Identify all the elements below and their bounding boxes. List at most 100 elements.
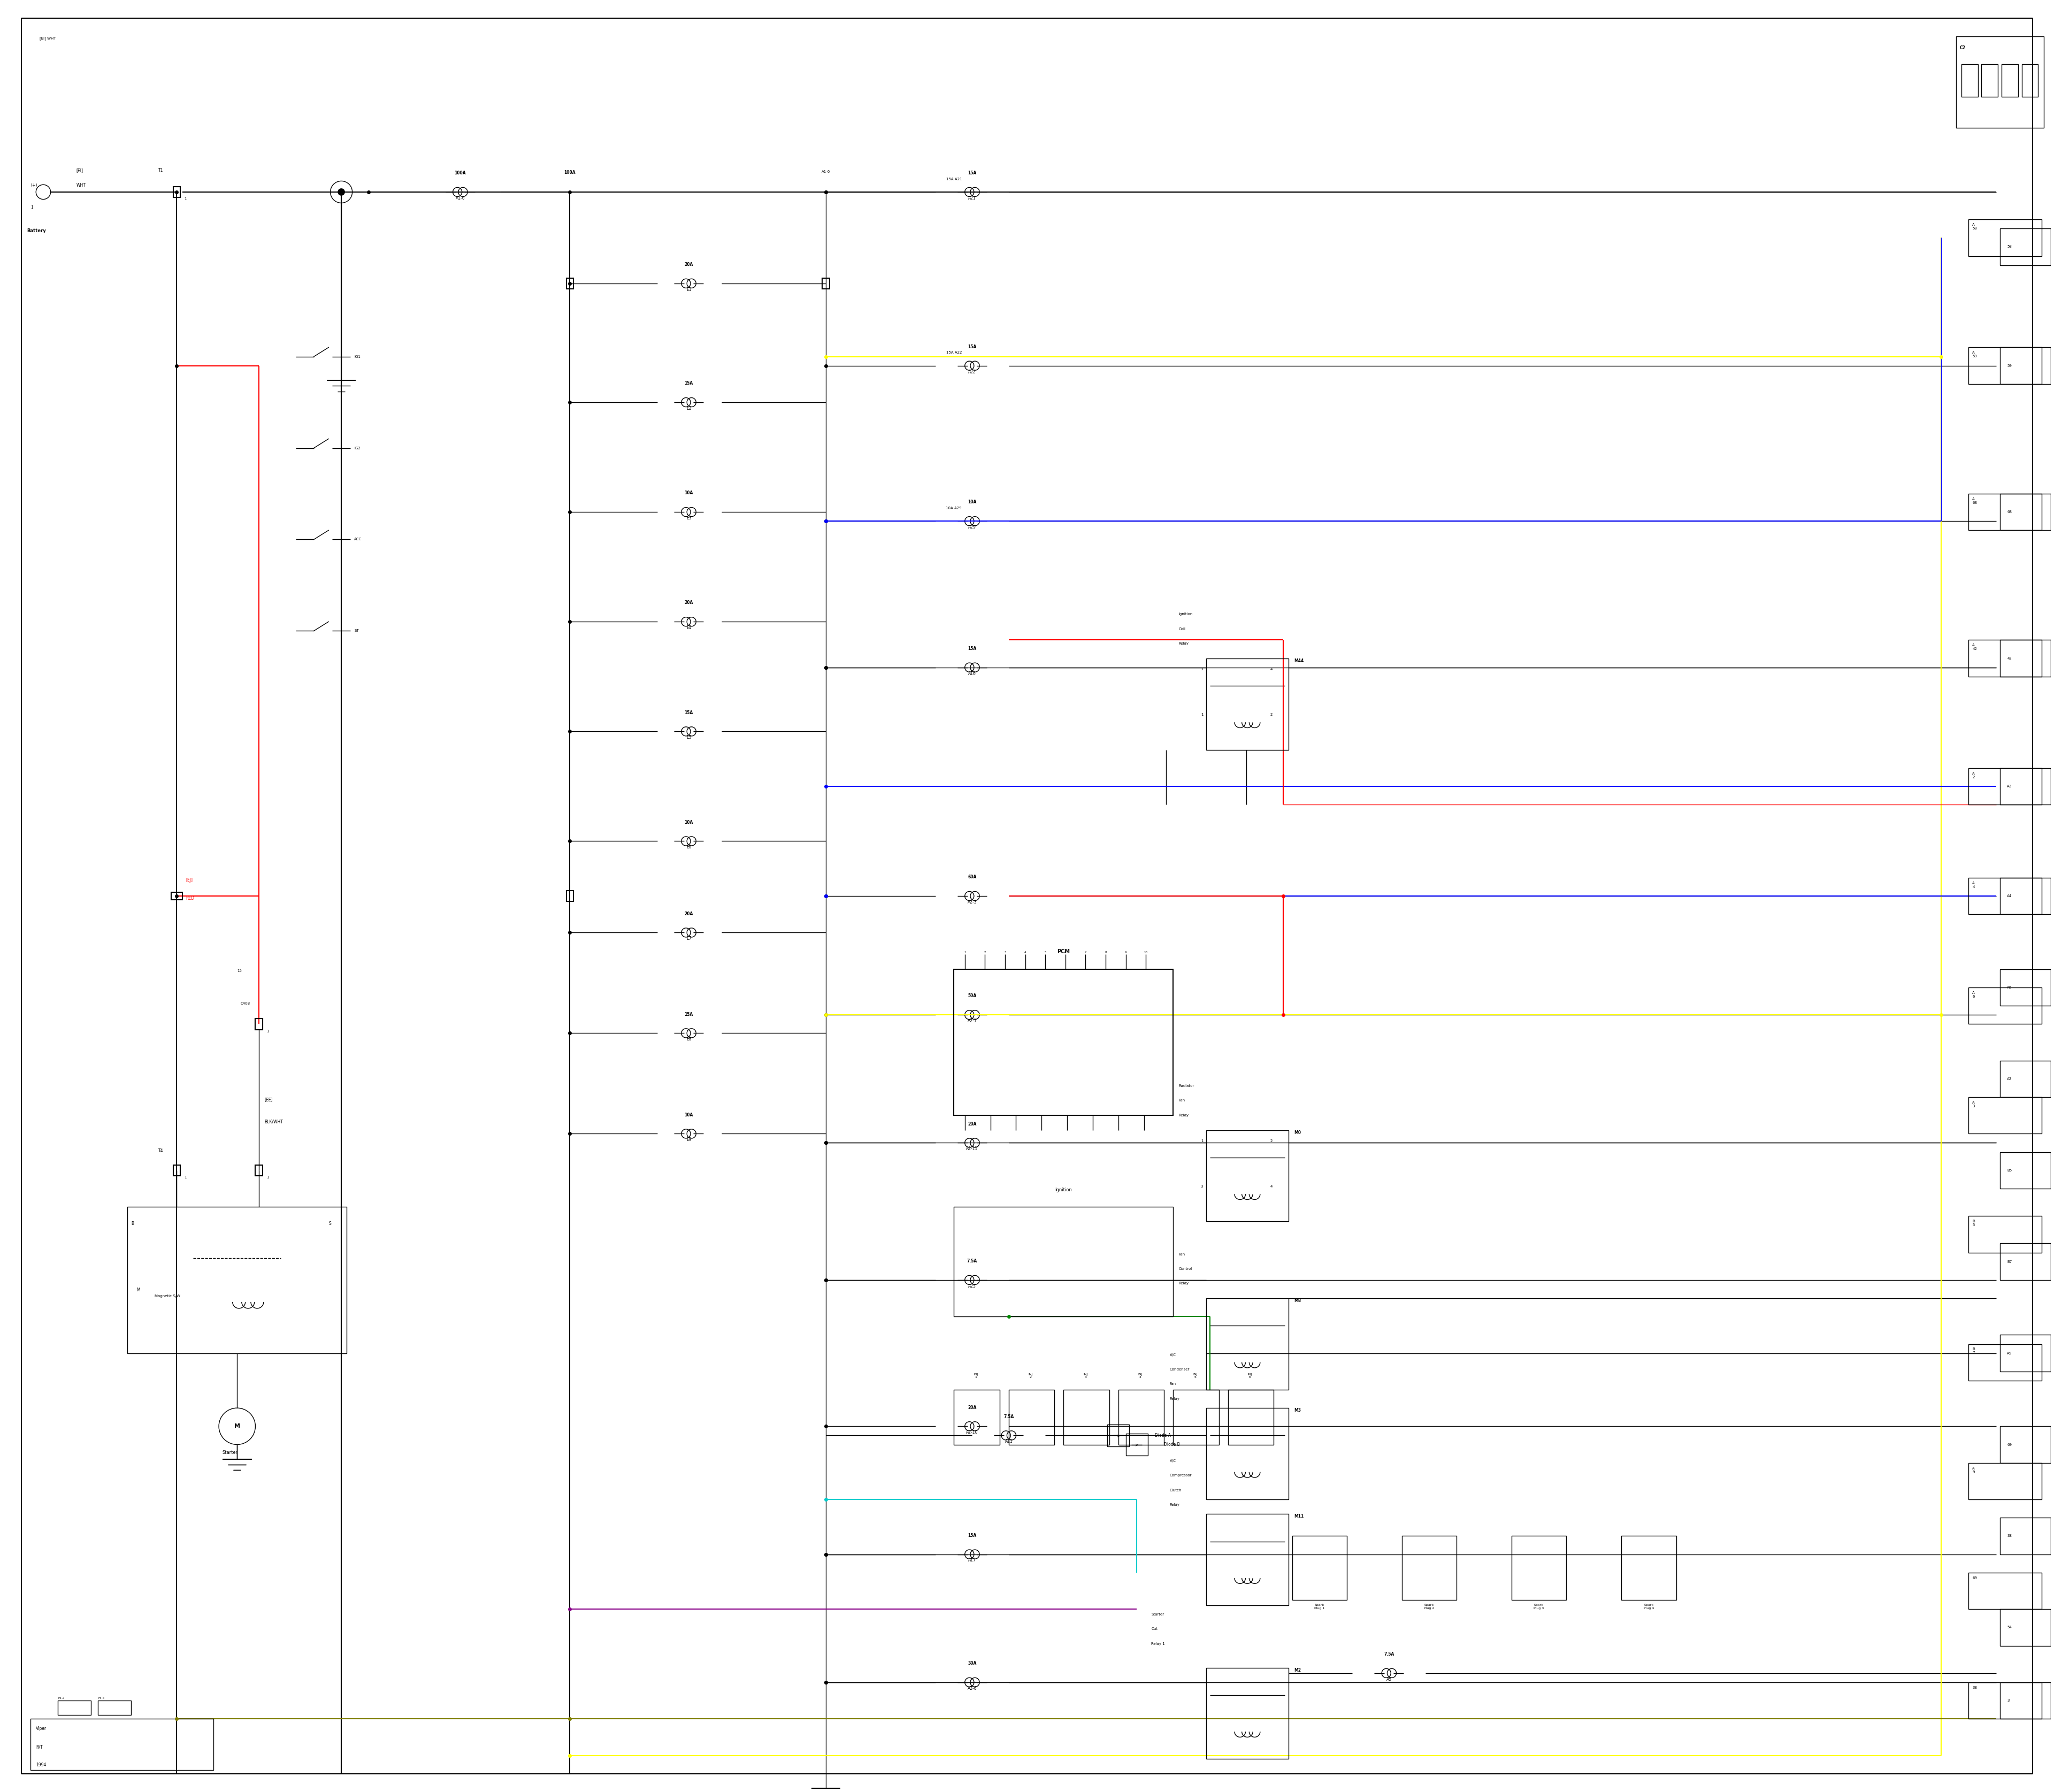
Text: 20A: 20A [684,600,692,606]
Bar [822,278,830,289]
Text: 69: 69 [2007,1443,2011,1446]
Bar [2001,1061,2052,1097]
Text: E6: E6 [686,844,692,849]
Text: T4: T4 [158,1149,164,1154]
Text: A29: A29 [967,525,976,530]
Bar [127,1206,347,1353]
Text: IG1: IG1 [353,355,359,358]
Text: A
42: A 42 [1972,643,1978,650]
Bar [2001,1609,2052,1645]
Bar [170,892,183,900]
Text: 15A A22: 15A A22 [947,351,961,355]
Text: [EJ]: [EJ] [187,878,193,882]
Bar [2021,65,2038,97]
Text: M44: M44 [1294,658,1304,663]
Text: Compressor: Compressor [1169,1473,1191,1477]
Text: ST: ST [353,629,359,633]
Text: 15A A21: 15A A21 [947,177,961,181]
Text: A17: A17 [967,1557,976,1563]
Text: 10A: 10A [967,500,976,505]
Text: A
2: A 2 [1972,772,1974,778]
Bar [1064,1391,1109,1444]
Text: M0: M0 [1294,1131,1300,1134]
Bar [2001,969,2052,1005]
Text: A3: A3 [2007,1077,2013,1081]
Text: Diode B: Diode B [1165,1443,1181,1446]
Bar [1401,1536,1456,1600]
Text: Spark
Plug 3: Spark Plug 3 [1534,1604,1545,1609]
Text: INJ
2: INJ 2 [1029,1373,1033,1378]
Text: >: > [1117,1434,1119,1437]
Text: 69: 69 [1972,1577,1978,1579]
Text: A/C: A/C [1169,1459,1177,1462]
Text: B: B [131,1222,134,1226]
Text: 3: 3 [1202,1185,1204,1188]
Text: 15A: 15A [967,344,976,349]
Bar [1968,1217,2042,1253]
Text: ACC: ACC [353,538,362,541]
Text: 1: 1 [31,204,33,210]
Text: A1-6: A1-6 [822,170,830,174]
Text: A
6: A 6 [1972,991,1974,998]
Text: Relay: Relay [1179,1113,1189,1116]
Text: INJ
6: INJ 6 [1247,1373,1253,1378]
Text: F5-2: F5-2 [58,1697,64,1699]
Text: F5-4: F5-4 [99,1697,105,1699]
Text: B7: B7 [2007,1260,2013,1263]
Text: Viper: Viper [37,1726,47,1731]
Bar [99,1701,131,1715]
Text: M: M [234,1423,240,1428]
Bar [1968,640,2042,677]
Bar [2001,878,2052,914]
Text: INJ
5: INJ 5 [1193,1373,1197,1378]
Text: Condenser: Condenser [1169,1367,1189,1371]
Text: S: S [329,1222,331,1226]
Text: A
9: A 9 [1972,1466,1974,1473]
Bar [2001,1244,2052,1279]
Text: E8: E8 [686,1038,692,1041]
Text: IG2: IG2 [353,446,359,450]
Bar [1968,1683,2042,1719]
Bar [1206,658,1288,749]
Bar [953,1206,1173,1317]
Bar [1206,1514,1288,1606]
Text: WHT: WHT [76,183,86,188]
Bar [2001,1683,2052,1719]
Text: A5: A5 [1386,1677,1393,1681]
Text: BLK/WHT: BLK/WHT [265,1118,283,1124]
Text: A25: A25 [967,1283,976,1288]
Text: 15: 15 [236,969,242,973]
Bar [2001,640,2052,677]
Text: INJ
3: INJ 3 [1082,1373,1089,1378]
Text: A2-6: A2-6 [967,1686,978,1692]
Text: M11: M11 [1294,1514,1304,1520]
Text: Relay: Relay [1169,1398,1179,1400]
Text: INJ
4: INJ 4 [1138,1373,1142,1378]
Text: [EE]: [EE] [265,1097,273,1102]
Bar [255,1165,263,1176]
Text: 30A: 30A [967,1661,976,1667]
Text: A1-6: A1-6 [456,195,464,201]
Text: Spark
Plug 1: Spark Plug 1 [1315,1604,1325,1609]
Text: A2: A2 [2007,785,2013,788]
Text: Starter: Starter [222,1450,238,1455]
Text: A
68: A 68 [1972,498,1978,504]
Text: Starter: Starter [1152,1613,1165,1616]
Bar [1228,1391,1273,1444]
Bar [1968,1097,2042,1134]
Text: 7.5A: 7.5A [967,1258,978,1263]
Text: 20A: 20A [684,912,692,916]
Text: Fan: Fan [1169,1382,1177,1385]
Bar [2001,1152,2052,1188]
Bar [1982,65,1999,97]
Text: 42: 42 [2007,656,2011,659]
Bar [1292,1536,1347,1600]
Text: 15A: 15A [684,382,692,385]
Text: 1: 1 [267,1029,269,1032]
Text: 7.5A: 7.5A [1004,1414,1015,1419]
Text: A2-3: A2-3 [967,900,978,905]
Bar [1206,1409,1288,1500]
Text: 1: 1 [267,1176,269,1179]
Text: Diode A: Diode A [1154,1434,1171,1437]
Bar [1968,219,2042,256]
